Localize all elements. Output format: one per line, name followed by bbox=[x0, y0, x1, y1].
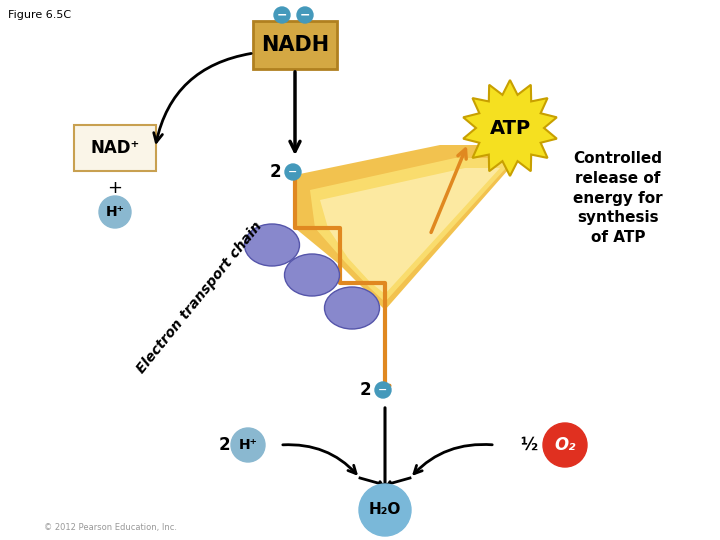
Circle shape bbox=[297, 7, 313, 23]
Ellipse shape bbox=[325, 287, 379, 329]
Text: +: + bbox=[107, 179, 122, 197]
Circle shape bbox=[375, 382, 391, 398]
Ellipse shape bbox=[245, 224, 300, 266]
Text: NAD⁺: NAD⁺ bbox=[91, 139, 140, 157]
Text: −: − bbox=[300, 9, 310, 22]
Circle shape bbox=[99, 196, 131, 228]
Text: H⁺: H⁺ bbox=[238, 438, 258, 452]
Polygon shape bbox=[310, 158, 515, 302]
Circle shape bbox=[543, 423, 587, 467]
Text: −: − bbox=[288, 167, 297, 177]
Text: ATP: ATP bbox=[490, 118, 531, 138]
Text: O₂: O₂ bbox=[554, 436, 576, 454]
Text: Electron transport chain: Electron transport chain bbox=[135, 220, 266, 376]
Text: NADH: NADH bbox=[261, 35, 329, 55]
Polygon shape bbox=[295, 145, 530, 310]
Polygon shape bbox=[320, 168, 500, 294]
Text: 2: 2 bbox=[269, 163, 281, 181]
Ellipse shape bbox=[284, 254, 340, 296]
Circle shape bbox=[231, 428, 265, 462]
FancyBboxPatch shape bbox=[74, 125, 156, 171]
FancyBboxPatch shape bbox=[253, 21, 337, 69]
Circle shape bbox=[274, 7, 290, 23]
Text: 2: 2 bbox=[359, 381, 371, 399]
Text: ½: ½ bbox=[521, 436, 538, 454]
Text: 2: 2 bbox=[218, 436, 230, 454]
Text: © 2012 Pearson Education, Inc.: © 2012 Pearson Education, Inc. bbox=[43, 523, 176, 532]
Circle shape bbox=[285, 164, 301, 180]
Circle shape bbox=[359, 484, 411, 536]
Polygon shape bbox=[463, 80, 557, 176]
Text: −: − bbox=[378, 385, 387, 395]
Text: Controlled
release of
energy for
synthesis
of ATP: Controlled release of energy for synthes… bbox=[573, 151, 663, 245]
Text: H⁺: H⁺ bbox=[106, 205, 125, 219]
Text: H₂O: H₂O bbox=[369, 503, 401, 517]
Text: −: − bbox=[276, 9, 287, 22]
Text: Figure 6.5C: Figure 6.5C bbox=[8, 10, 71, 20]
